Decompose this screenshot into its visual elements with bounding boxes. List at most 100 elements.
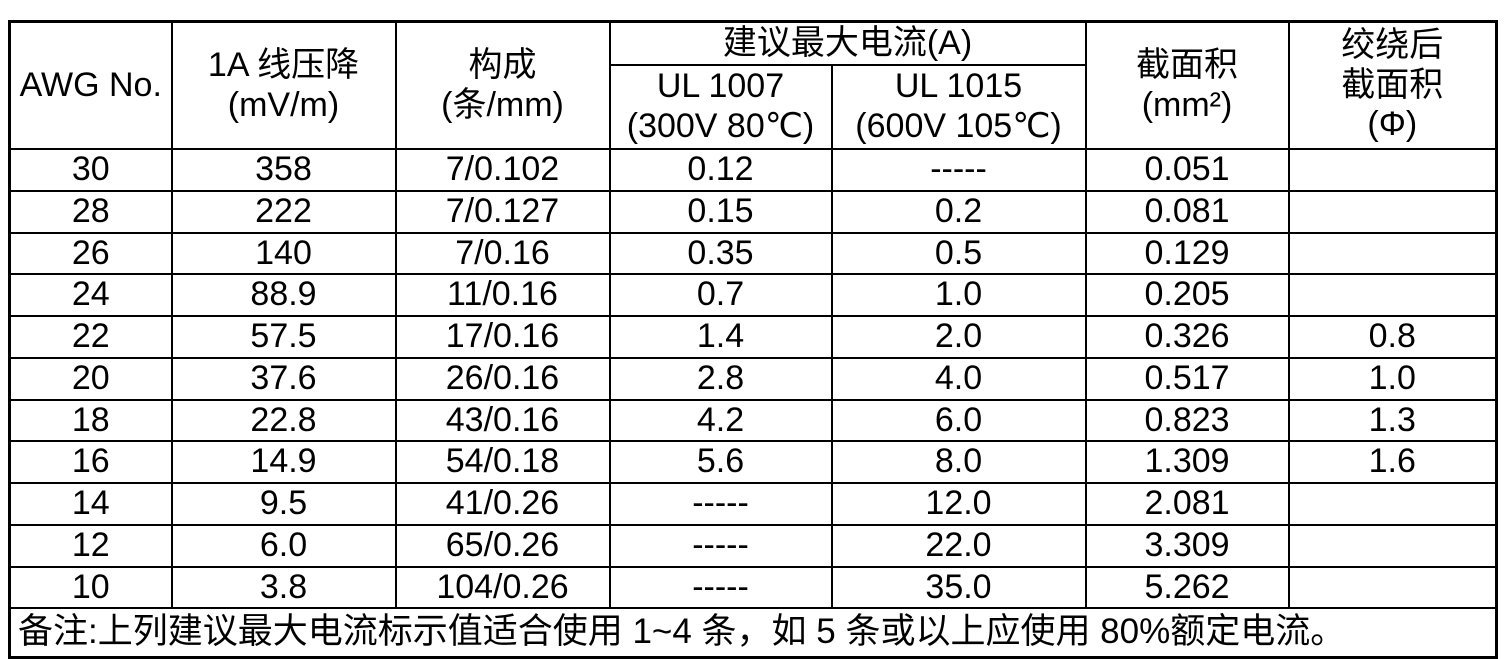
- cell-twisted-area: 1.6: [1287, 440, 1498, 485]
- cell-area: 0.517: [1084, 356, 1290, 401]
- cell-construction: 104/0.26: [394, 565, 611, 610]
- cell-area: 0.823: [1084, 398, 1290, 443]
- header-voltage-drop: 1A 线压降 (mV/m): [170, 20, 397, 150]
- cell-area: 0.051: [1084, 148, 1290, 192]
- header-ul1015-rating: (600V 105℃): [855, 107, 1062, 145]
- header-ul1007-rating: (300V 80℃): [626, 107, 815, 145]
- table-row-awg24: 24 88.9 11/0.16 0.7 1.0 0.205: [8, 273, 1498, 318]
- header-voltage-drop-unit: (mV/m): [227, 85, 340, 124]
- table-row-awg10: 10 3.8 104/0.26 ----- 35.0 5.262: [8, 565, 1498, 610]
- cell-area: 0.081: [1084, 189, 1290, 234]
- table-row-awg30: 30 358 7/0.102 0.12 ----- 0.051: [8, 148, 1498, 192]
- cell-construction: 11/0.16: [394, 273, 611, 318]
- header-twisted-area-line2: 截面积: [1341, 65, 1444, 104]
- cell-awg: 14: [8, 482, 173, 526]
- cell-construction: 17/0.16: [394, 315, 611, 359]
- table-row-awg14: 14 9.5 41/0.26 ----- 12.0 2.081: [8, 482, 1498, 526]
- cell-ul1007: 1.4: [608, 315, 833, 359]
- cell-awg: 28: [8, 189, 173, 234]
- cell-voltage-drop: 9.5: [170, 482, 397, 526]
- cell-construction: 65/0.26: [394, 523, 611, 568]
- cell-ul1007: -----: [608, 523, 833, 568]
- cell-construction: 54/0.18: [394, 440, 611, 485]
- header-ul1007-title: UL 1007: [656, 67, 785, 106]
- header-ul1015-title: UL 1015: [894, 67, 1023, 106]
- cell-ul1007: 5.6: [608, 440, 833, 485]
- cell-awg: 10: [8, 565, 173, 610]
- header-twisted-area-line1: 绞绕后: [1341, 25, 1444, 64]
- cell-voltage-drop: 88.9: [170, 273, 397, 318]
- cell-awg: 18: [8, 398, 173, 443]
- cell-ul1015: 6.0: [830, 398, 1087, 443]
- cell-area: 0.205: [1084, 273, 1290, 318]
- header-area-unit: (mm²): [1141, 85, 1233, 124]
- cell-twisted-area: 0.8: [1287, 315, 1498, 359]
- cell-ul1015: 0.5: [830, 231, 1087, 276]
- cell-ul1007: 4.2: [608, 398, 833, 443]
- header-awg-no: AWG No.: [8, 20, 173, 150]
- cell-ul1015: 1.0: [830, 273, 1087, 318]
- cell-construction: 43/0.16: [394, 398, 611, 443]
- cell-ul1007: 0.15: [608, 189, 833, 234]
- cell-twisted-area: 1.0: [1287, 356, 1498, 401]
- cell-construction: 7/0.127: [394, 189, 611, 234]
- cell-voltage-drop: 37.6: [170, 356, 397, 401]
- header-twisted-area: 绞绕后 截面积 (Φ): [1287, 20, 1498, 150]
- cell-ul1015: 35.0: [830, 565, 1087, 610]
- cell-ul1015: 0.2: [830, 189, 1087, 234]
- cell-voltage-drop: 358: [170, 148, 397, 192]
- cell-ul1007: -----: [608, 565, 833, 610]
- cell-area: 0.326: [1084, 315, 1290, 359]
- cell-area: 0.129: [1084, 231, 1290, 276]
- cell-voltage-drop: 14.9: [170, 440, 397, 485]
- header-cross-section-area: 截面积 (mm²): [1084, 20, 1290, 150]
- wire-gauge-table: AWG No. 1A 线压降 (mV/m) 构成 (条/mm) 建议最大电流(A…: [8, 20, 1499, 659]
- cell-ul1007: -----: [608, 482, 833, 526]
- cell-area: 1.309: [1084, 440, 1290, 485]
- header-construction-title: 构成: [468, 45, 537, 84]
- cell-construction: 26/0.16: [394, 356, 611, 401]
- table-row-awg28: 28 222 7/0.127 0.15 0.2 0.081: [8, 189, 1498, 234]
- cell-awg: 22: [8, 315, 173, 359]
- cell-twisted-area: [1287, 523, 1498, 568]
- cell-awg: 20: [8, 356, 173, 401]
- header-ul1007: UL 1007 (300V 80℃): [608, 64, 833, 150]
- cell-ul1007: 0.7: [608, 273, 833, 318]
- header-row-sub: UL 1007 (300V 80℃) UL 1015 (600V 105℃): [10, 64, 1497, 150]
- cell-twisted-area: [1287, 565, 1498, 610]
- cell-area: 5.262: [1084, 565, 1290, 610]
- header-construction: 构成 (条/mm): [394, 20, 611, 150]
- cell-voltage-drop: 6.0: [170, 523, 397, 568]
- cell-awg: 30: [8, 148, 173, 192]
- cell-awg: 16: [8, 440, 173, 485]
- footer-row: 备注:上列建议最大电流标示值适合使用 1~4 条，如 5 条或以上应使用 80%…: [8, 607, 1498, 659]
- footer-note: 备注:上列建议最大电流标示值适合使用 1~4 条，如 5 条或以上应使用 80%…: [8, 607, 1498, 659]
- table-row-awg26: 26 140 7/0.16 0.35 0.5 0.129: [8, 231, 1498, 276]
- table-row-awg22: 22 57.5 17/0.16 1.4 2.0 0.326 0.8: [8, 315, 1498, 359]
- cell-ul1015: 12.0: [830, 482, 1087, 526]
- cell-ul1015: 4.0: [830, 356, 1087, 401]
- cell-twisted-area: [1287, 148, 1498, 192]
- cell-twisted-area: 1.3: [1287, 398, 1498, 443]
- header-construction-unit: (条/mm): [441, 85, 564, 124]
- cell-voltage-drop: 3.8: [170, 565, 397, 610]
- cell-awg: 12: [8, 523, 173, 568]
- cell-ul1007: 0.12: [608, 148, 833, 192]
- cell-voltage-drop: 22.8: [170, 398, 397, 443]
- cell-voltage-drop: 57.5: [170, 315, 397, 359]
- cell-voltage-drop: 222: [170, 189, 397, 234]
- cell-ul1007: 0.35: [608, 231, 833, 276]
- header-row-group: AWG No. 1A 线压降 (mV/m) 构成 (条/mm) 建议最大电流(A…: [8, 20, 1498, 150]
- cell-ul1015: -----: [830, 148, 1087, 192]
- table-row-awg12: 12 6.0 65/0.26 ----- 22.0 3.309: [8, 523, 1498, 568]
- cell-awg: 26: [8, 231, 173, 276]
- cell-area: 3.309: [1084, 523, 1290, 568]
- cell-ul1015: 8.0: [830, 440, 1087, 485]
- table-row-awg18: 18 22.8 43/0.16 4.2 6.0 0.823 1.3: [8, 398, 1498, 443]
- header-twisted-area-unit: (Φ): [1367, 105, 1418, 144]
- header-area-title: 截面积: [1136, 45, 1239, 84]
- table-row-awg20: 20 37.6 26/0.16 2.8 4.0 0.517 1.0: [8, 356, 1498, 401]
- document-page: AWG No. 1A 线压降 (mV/m) 构成 (条/mm) 建议最大电流(A…: [8, 20, 1499, 659]
- cell-area: 2.081: [1084, 482, 1290, 526]
- table-row-awg16: 16 14.9 54/0.18 5.6 8.0 1.309 1.6: [8, 440, 1498, 485]
